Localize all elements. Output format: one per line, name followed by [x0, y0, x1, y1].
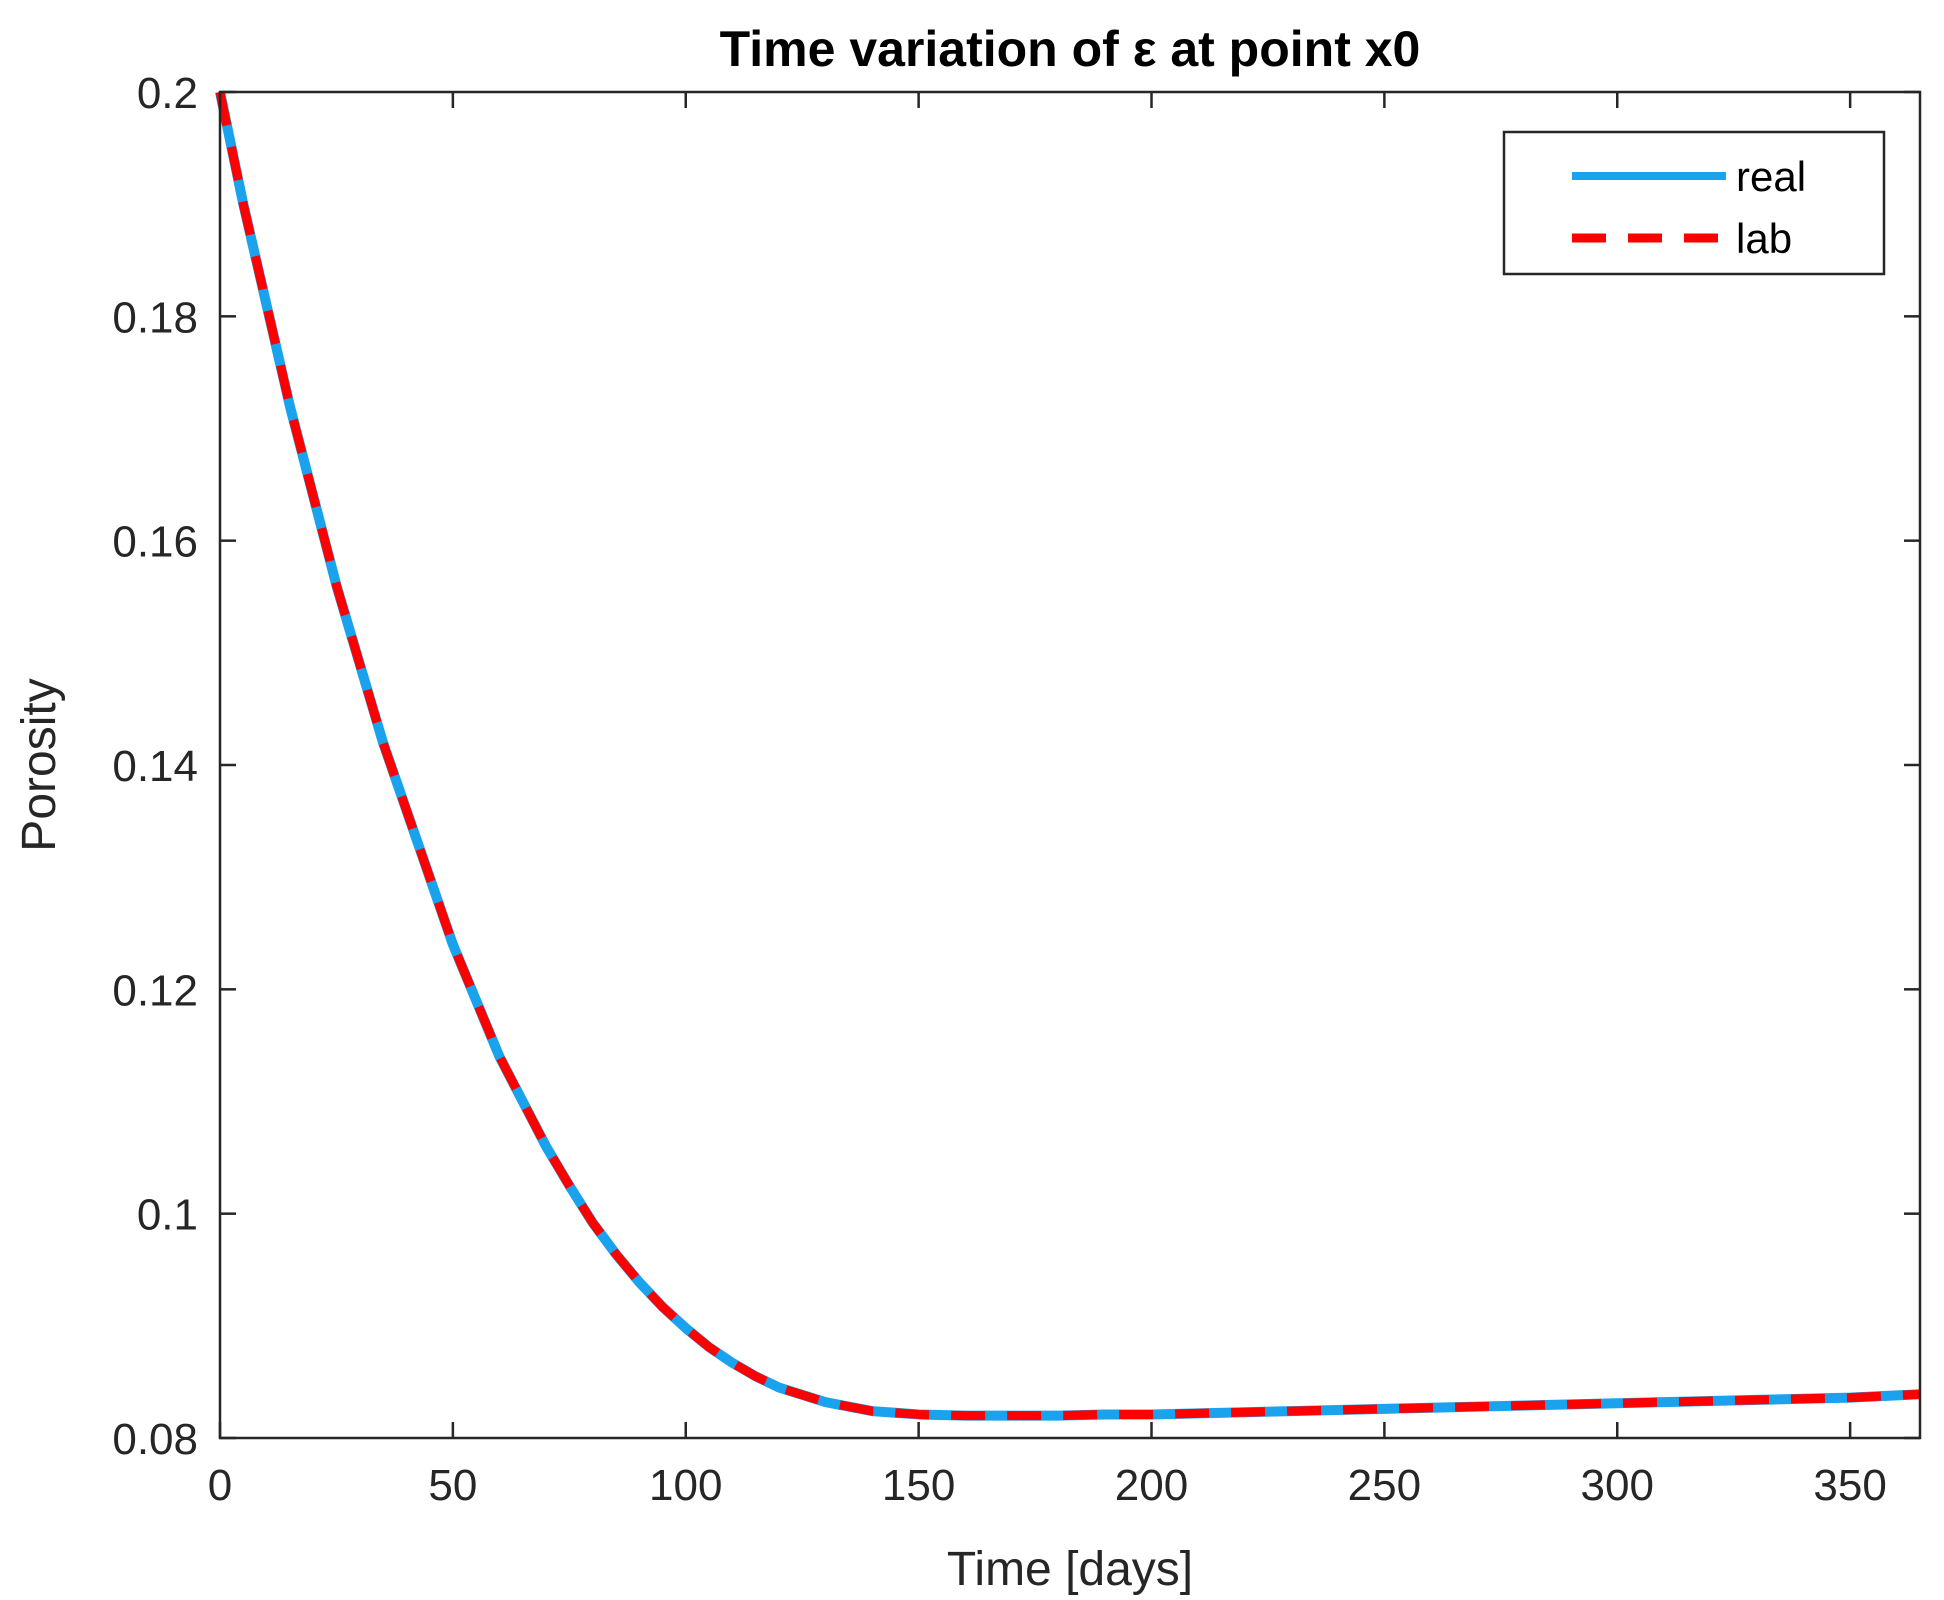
- y-tick-label: 0.18: [112, 293, 198, 342]
- plot-area: [220, 92, 1920, 1438]
- x-tick-label: 200: [1115, 1461, 1188, 1510]
- plot-background: [220, 92, 1920, 1438]
- x-tick-label: 100: [649, 1461, 722, 1510]
- x-axis-label: Time [days]: [947, 1543, 1193, 1596]
- x-tick-label: 50: [428, 1461, 477, 1510]
- x-tick-label: 350: [1813, 1461, 1886, 1510]
- series-line-lab: [215, 91, 1921, 1421]
- x-tick-label: 0: [208, 1461, 232, 1510]
- axes-layer: 0 50 100 150 200 250 300 350 0.08 0.1 0.12 0.14 0.16…: [112, 69, 1922, 1510]
- y-tick-label: 0.16: [112, 518, 198, 567]
- series-layer: [215, 90, 1921, 1421]
- x-tick-label: 150: [882, 1461, 955, 1510]
- legend: real lab: [1502, 130, 1886, 276]
- legend-label-real: real: [1736, 153, 1806, 200]
- y-tick-label: 0.14: [112, 742, 198, 791]
- chart-title: Time variation of ε at point x0: [720, 21, 1421, 77]
- x-tick-label: 250: [1348, 1461, 1421, 1510]
- y-tick-label: 0.1: [137, 1191, 198, 1240]
- y-tick-label: 0.08: [112, 1415, 198, 1464]
- legend-box: [1502, 130, 1886, 276]
- y-tick-label: 0.12: [112, 966, 198, 1015]
- legend-label-lab: lab: [1736, 215, 1792, 262]
- y-tick-label: 0.2: [137, 69, 198, 118]
- y-axis-label: Porosity: [13, 678, 66, 851]
- x-tick-label: 300: [1581, 1461, 1654, 1510]
